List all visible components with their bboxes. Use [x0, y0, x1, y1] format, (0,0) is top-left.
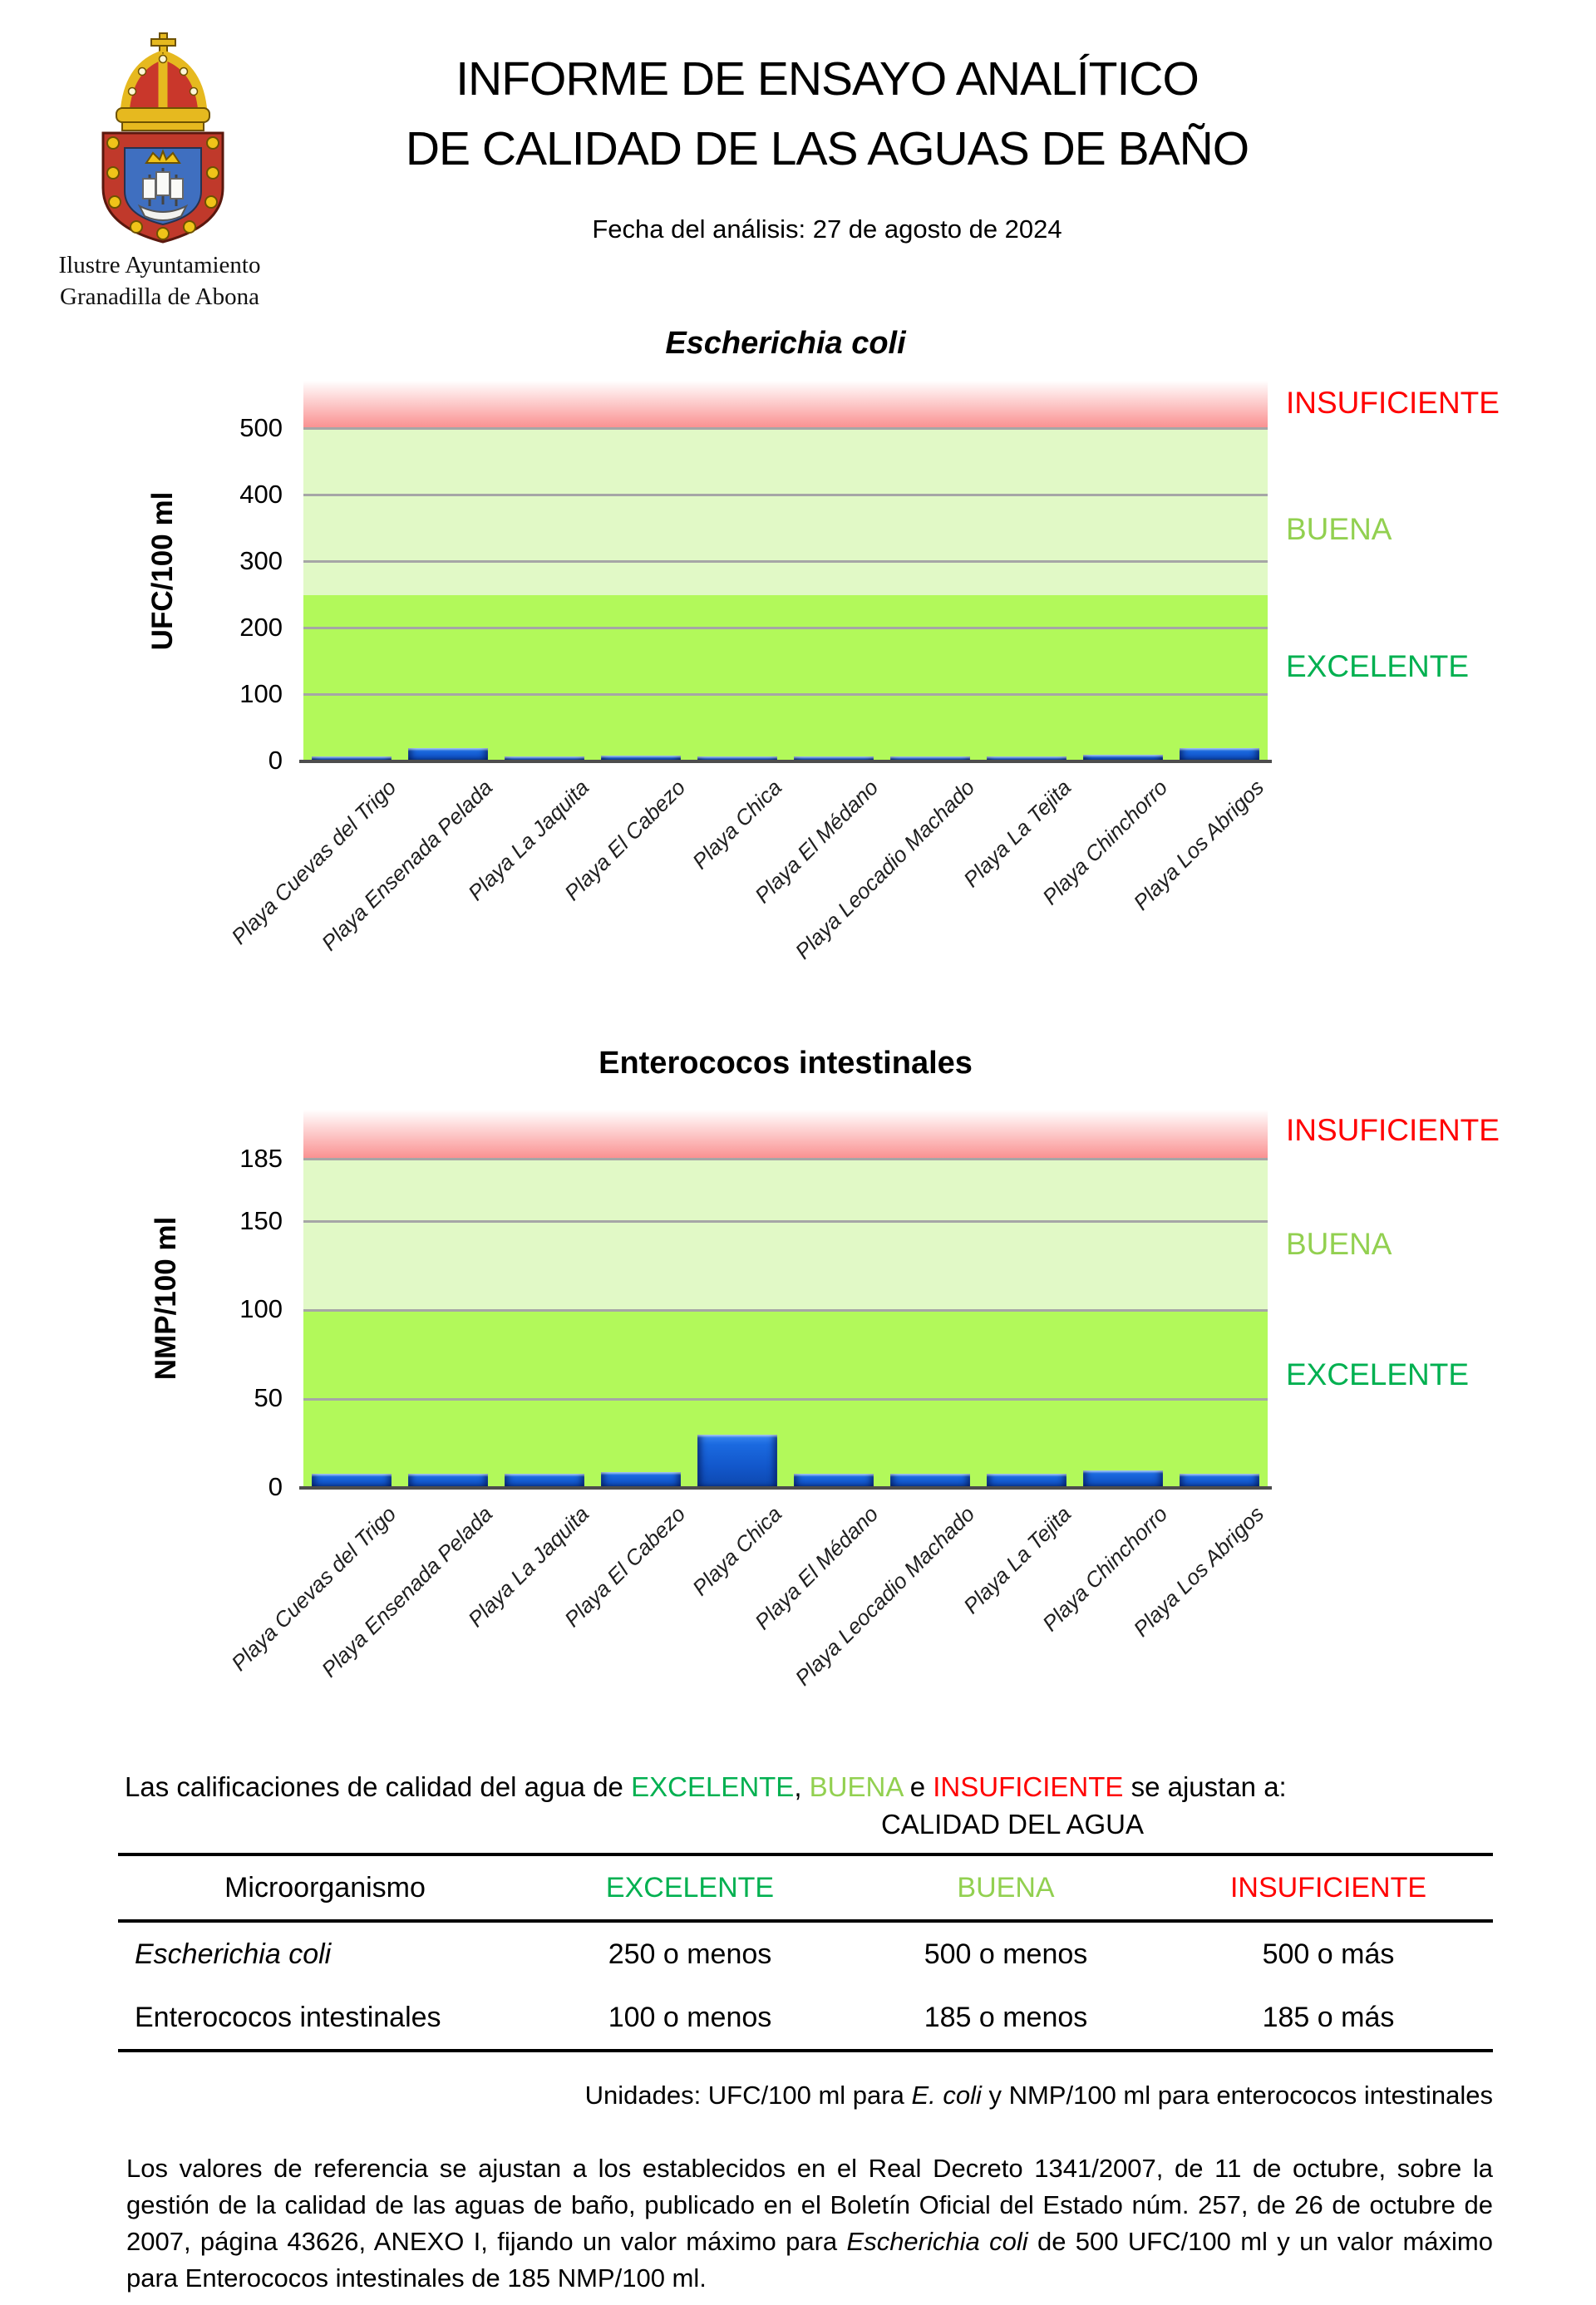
units-note: Unidades: UFC/100 ml para E. coli y NMP/…	[118, 2081, 1493, 2110]
zone-label-insuficiente: INSUFICIENTE	[1286, 386, 1500, 421]
bar-playa-cuevas-del-trigo	[312, 1473, 392, 1488]
zone-label-buena: BUENA	[1286, 512, 1392, 547]
y-tick-label-0: 0	[268, 746, 283, 775]
table-cell-microorganism: Escherichia coli	[135, 1938, 332, 1970]
text-run: Los valores de referencia se ajustan a l…	[126, 2154, 1493, 2256]
text-run: INSUFICIENTE	[933, 1771, 1124, 1802]
quality-zone-buena	[303, 428, 1268, 595]
bar-playa-leocadio-machado	[890, 756, 970, 761]
bar-playa-chinchorro	[1083, 754, 1163, 761]
table-cell-microorganism: Enterococos intestinales	[135, 2001, 441, 2033]
table-cell-value: 100 o menos	[608, 2001, 772, 2033]
chart-title: Escherichia coli	[665, 326, 906, 361]
bar-playa-los-abrigos	[1180, 747, 1259, 761]
analysis-date: Fecha del análisis: 27 de agosto de 2024	[592, 214, 1062, 244]
bar-playa-los-abrigos	[1180, 1473, 1259, 1488]
municipal-coat-of-arms-logo	[60, 32, 276, 246]
organization-name: Ilustre Ayuntamiento Granadilla de Abona	[7, 249, 313, 313]
y-tick-label-150: 150	[239, 1205, 283, 1235]
y-tick-label-500: 500	[239, 412, 283, 442]
zone-label-excelente: EXCELENTE	[1286, 1357, 1470, 1391]
bar-playa-leocadio-machado	[890, 1473, 970, 1488]
org-line-2: Granadilla de Abona	[60, 283, 259, 310]
text-run: y NMP/100 ml para enterococos intestinal…	[981, 2081, 1493, 2110]
chart-plot-area	[303, 1110, 1268, 1488]
text-run: E. coli	[911, 2081, 982, 2110]
org-line-1: Ilustre Ayuntamiento	[58, 252, 261, 278]
bar-playa-la-tejita	[987, 756, 1066, 761]
table-cell-value: 185 o más	[1262, 2001, 1395, 2033]
zone-label-insuficiente: INSUFICIENTE	[1286, 1113, 1500, 1148]
coat-of-arms-icon	[101, 32, 224, 244]
text-run: BUENA	[809, 1771, 903, 1802]
gridline-150	[303, 1220, 1268, 1224]
text-run: EXCELENTE	[631, 1771, 795, 1802]
bar-playa-chica	[697, 1434, 777, 1488]
qualifications-intro-text: Las calificaciones de calidad del agua d…	[125, 1771, 1521, 1803]
bar-playa-chinchorro	[1083, 1470, 1163, 1488]
table-cell-value: 500 o menos	[924, 1938, 1088, 1970]
x-axis-line	[299, 760, 1272, 763]
table-header-cell: Microorganismo	[224, 1871, 426, 1904]
table-cell-value: 500 o más	[1262, 1938, 1395, 1970]
chart-title: Enterococos intestinales	[598, 1046, 973, 1081]
bar-playa-chica	[697, 756, 777, 761]
text-run: Unidades: UFC/100 ml para	[584, 2081, 912, 2110]
bar-playa-el-médano	[794, 756, 874, 761]
bar-playa-la-jaquita	[505, 756, 584, 761]
zone-label-excelente: EXCELENTE	[1286, 648, 1470, 683]
zone-label-buena: BUENA	[1286, 1226, 1392, 1261]
gridline-400	[303, 494, 1268, 497]
legal-reference-paragraph: Los valores de referencia se ajustan a l…	[126, 2150, 1493, 2297]
bar-playa-ensenada-pelada	[408, 747, 488, 761]
report-title-line-2: DE CALIDAD DE LAS AGUAS DE BAÑO	[405, 122, 1249, 175]
quality-zone-buena	[303, 1159, 1268, 1311]
text-run: Escherichia coli	[846, 2227, 1028, 2256]
bar-playa-la-tejita	[987, 1473, 1066, 1488]
bar-playa-cuevas-del-trigo	[312, 756, 392, 761]
table-title: CALIDAD DEL AGUA	[880, 1809, 1145, 1840]
y-tick-label-200: 200	[239, 612, 283, 642]
quality-zone-excelente	[303, 594, 1268, 761]
bar-playa-la-jaquita	[505, 1473, 584, 1488]
table-cell-value: 250 o menos	[608, 1938, 772, 1970]
text-run: e	[902, 1771, 933, 1802]
quality-zone-insuficiente	[303, 381, 1268, 429]
gridline-100	[303, 693, 1268, 697]
bar-playa-el-médano	[794, 1473, 874, 1488]
x-axis-line	[299, 1486, 1272, 1490]
text-run: Las calificaciones de calidad del agua d…	[125, 1771, 632, 1802]
report-title-line-1: INFORME DE ENSAYO ANALÍTICO	[456, 52, 1199, 106]
gridline-100	[303, 1308, 1268, 1312]
gridline-500	[303, 427, 1268, 431]
y-tick-label-50: 50	[254, 1383, 283, 1413]
gridline-50	[303, 1397, 1268, 1401]
table-row: Escherichia coli 250 o menos 500 o menos 50…	[118, 1923, 1493, 1986]
water-quality-table: Microorganismo EXCELENTE BUENA INSUFICIENTE…	[118, 1853, 1493, 2052]
table-header-cell: BUENA	[957, 1871, 1055, 1904]
y-tick-label-0: 0	[268, 1472, 283, 1501]
gridline-300	[303, 560, 1268, 564]
y-tick-label-100: 100	[239, 678, 283, 708]
text-run: ,	[794, 1771, 810, 1802]
y-tick-label-400: 400	[239, 479, 283, 509]
table-cell-value: 185 o menos	[924, 2001, 1088, 2033]
bar-playa-ensenada-pelada	[408, 1473, 488, 1488]
y-tick-label-185: 185	[239, 1143, 283, 1173]
text-run: de 500 UFC/100 ml y un valor máximo para…	[126, 2227, 1493, 2293]
quality-zone-insuficiente	[303, 1110, 1268, 1160]
gridline-185	[303, 1158, 1268, 1161]
y-tick-label-100: 100	[239, 1294, 283, 1324]
chart-plot-area	[303, 381, 1268, 761]
gridline-200	[303, 627, 1268, 630]
table-row: Enterococos intestinales 100 o menos 185 o…	[118, 1986, 1493, 2049]
y-tick-label-300: 300	[239, 545, 283, 575]
table-header-cell: EXCELENTE	[605, 1871, 775, 1904]
bar-playa-el-cabezo	[601, 755, 681, 761]
text-run: se ajustan a:	[1123, 1771, 1287, 1802]
table-header-cell: INSUFICIENTE	[1229, 1871, 1427, 1904]
bar-playa-el-cabezo	[601, 1471, 681, 1488]
table-header-row: Microorganismo EXCELENTE BUENA INSUFICIENTE	[118, 1856, 1493, 1923]
